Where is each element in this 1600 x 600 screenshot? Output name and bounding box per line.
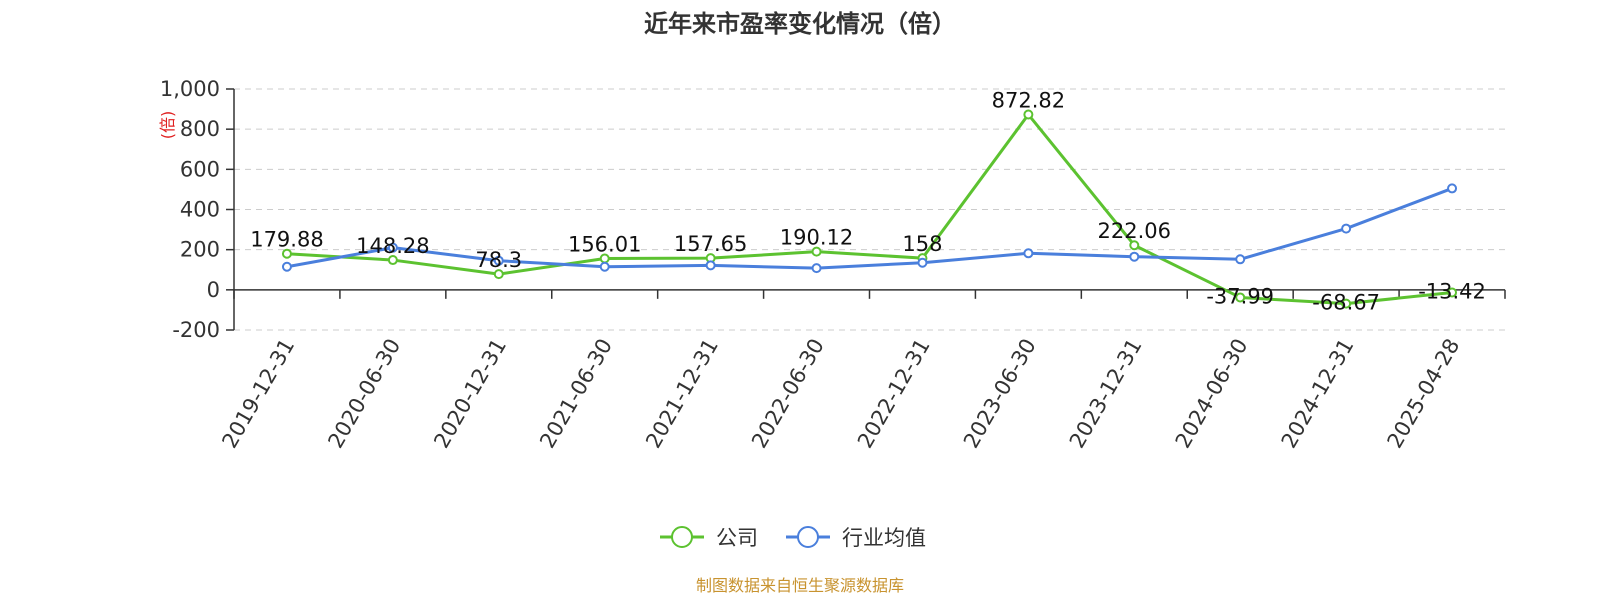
y-tick-label: 800 [180,117,220,141]
chart-title: 近年来市盈率变化情况（倍） [644,10,956,38]
data-label: 157.65 [674,232,747,256]
data-point [705,260,716,271]
data-label: 872.82 [992,89,1065,113]
data-point [1235,292,1246,303]
series-line-1 [286,187,1453,270]
data-label: -68.67 [1312,291,1380,315]
data-point [387,242,398,253]
data-point [1129,251,1140,262]
data-labels: 179.88 148.28 78.3 156.01 157.65 190.12 158 872… [250,89,1486,315]
data-point [811,263,822,274]
y-tick-label: 400 [180,198,220,222]
data-point [1341,298,1352,309]
data-label: -13.42 [1418,280,1486,304]
series-layer [281,109,1458,309]
x-tick-label: 2024-12-31 [1277,335,1359,453]
legend-marker-1 [797,526,819,548]
data-point [811,246,822,257]
legend-marker-0 [671,526,693,548]
y-tick-label: -200 [172,318,220,342]
data-label: 158 [902,232,942,256]
data-label: -37.99 [1206,284,1274,308]
data-point [493,269,504,280]
x-tick-label: 2021-06-30 [535,335,617,453]
data-label: 222.06 [1098,219,1171,243]
data-label: 78.3 [475,248,522,272]
legend-label-0: 公司 [716,526,758,550]
data-point [493,255,504,266]
y-tick-label: 1,000 [160,77,220,101]
data-label: 148.28 [356,234,429,258]
data-point [281,261,292,272]
data-point [1023,109,1034,120]
source-note: 制图数据来自恒生聚源数据库 [696,576,904,595]
y-tick-label: 0 [207,278,220,302]
grid-lines [234,88,1505,331]
data-point [1447,287,1458,298]
legend-label-1: 行业均值 [842,526,926,550]
x-tick-label: 2021-12-31 [641,335,723,453]
data-point [1023,248,1034,259]
series-line-0 [286,113,1453,306]
y-tick-label: 200 [180,238,220,262]
x-tick-label: 2022-12-31 [853,334,935,452]
data-point [281,248,292,259]
data-label: 156.01 [568,233,641,257]
x-tick-label: 2019-12-31 [217,335,299,453]
x-tick-label: 2022-06-30 [747,335,829,453]
x-tick-label: 2023-06-30 [959,335,1041,453]
legend: 公司 行业均值 [660,526,926,550]
x-tick-label: 2020-06-30 [323,335,405,453]
x-tick-label: 2020-12-31 [429,334,511,452]
data-point [1235,254,1246,265]
data-label: 190.12 [780,226,853,250]
y-tick-label: 600 [180,157,220,181]
data-point [387,255,398,266]
data-point [1341,223,1352,234]
y-axis-ticks: -200 0 200 400 600 800 1,000 [160,77,234,342]
data-label: 179.88 [250,228,323,252]
x-tick-label: 2025-04-28 [1383,335,1465,453]
x-tick-label: 2024-06-30 [1171,335,1253,453]
data-point [599,261,610,272]
x-tick-label: 2023-12-31 [1065,335,1147,453]
y-axis-unit-label: (倍) [158,111,177,140]
data-point [1447,183,1458,194]
data-point [1129,240,1140,251]
data-point [917,257,928,268]
